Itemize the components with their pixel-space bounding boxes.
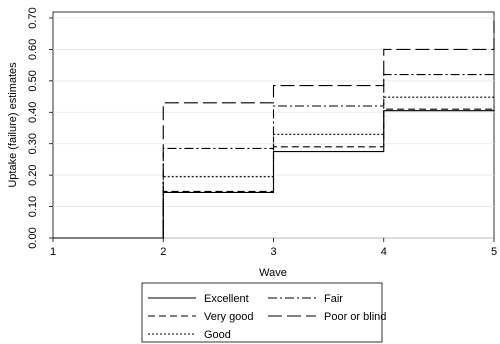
x-tick-label: 3 xyxy=(270,246,276,258)
y-tick-label: 0.40 xyxy=(27,102,39,123)
plot-area-frame xyxy=(52,11,495,239)
y-axis-title: Uptake (failure) estimates xyxy=(7,62,19,188)
legend-label: Poor or blind xyxy=(324,311,386,323)
y-tick-label: 0.20 xyxy=(27,164,39,185)
y-axis: 0.00 0.10 0.20 0.30 0.40 0.50 0.60 0.70 xyxy=(27,7,53,249)
y-tick-label: 0.60 xyxy=(27,39,39,60)
legend-label: Good xyxy=(204,329,231,341)
y-tick-label: 0.00 xyxy=(27,227,39,248)
x-tick-label: 5 xyxy=(491,246,497,258)
legend: Excellent Fair Very good Poor or blind Good xyxy=(148,293,386,341)
y-tick-label: 0.30 xyxy=(27,133,39,154)
x-tick-label: 4 xyxy=(381,246,387,258)
legend-box xyxy=(141,282,383,343)
series-line-poor-or-blind xyxy=(53,21,495,239)
legend-label: Excellent xyxy=(204,293,249,305)
y-tick-label: 0.70 xyxy=(27,7,39,28)
y-tick-label: 0.50 xyxy=(27,70,39,91)
y-tick-label: 0.10 xyxy=(27,196,39,217)
x-tick-label: 2 xyxy=(160,246,166,258)
x-tick-label: 1 xyxy=(50,246,56,258)
legend-label: Very good xyxy=(204,311,254,323)
legend-label: Fair xyxy=(324,293,343,305)
series-group xyxy=(53,21,495,239)
x-axis-title: Wave xyxy=(259,267,287,279)
x-axis: 1 2 3 4 5 xyxy=(50,238,497,258)
